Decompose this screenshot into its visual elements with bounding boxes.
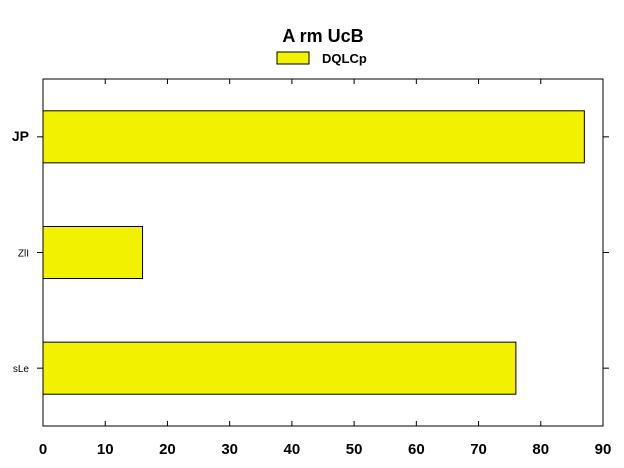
legend: DQLCp bbox=[276, 51, 367, 66]
legend-label: DQLCp bbox=[322, 51, 367, 66]
x-tick-label: 30 bbox=[221, 441, 238, 458]
bars-group bbox=[42, 110, 585, 395]
y-tick-label: JP bbox=[12, 128, 29, 144]
y-tick-label: ZlI bbox=[18, 249, 29, 260]
bar-JP bbox=[42, 110, 585, 164]
bar-sLe bbox=[42, 341, 517, 395]
x-tick-label: 40 bbox=[284, 441, 301, 458]
x-tick-label: 80 bbox=[532, 441, 549, 458]
bar-ZlI bbox=[42, 225, 144, 280]
x-tick-label: 10 bbox=[97, 441, 114, 458]
y-axis-ticks: JP ZlI sLe bbox=[12, 128, 609, 375]
y-tick-label: sLe bbox=[13, 364, 30, 375]
x-tick-label: 60 bbox=[408, 441, 425, 458]
x-tick-label: 20 bbox=[159, 441, 176, 458]
x-tick-label: 0 bbox=[39, 441, 47, 458]
x-tick-label: 90 bbox=[595, 441, 612, 458]
x-tick-label: 70 bbox=[470, 441, 487, 458]
x-tick-label: 50 bbox=[346, 441, 363, 458]
plot-frame bbox=[42, 78, 604, 427]
x-axis-ticks: 0 10 20 30 40 50 60 70 80 90 bbox=[39, 79, 612, 458]
chart-title: A rm UcB bbox=[282, 26, 363, 46]
legend-swatch bbox=[276, 51, 310, 65]
